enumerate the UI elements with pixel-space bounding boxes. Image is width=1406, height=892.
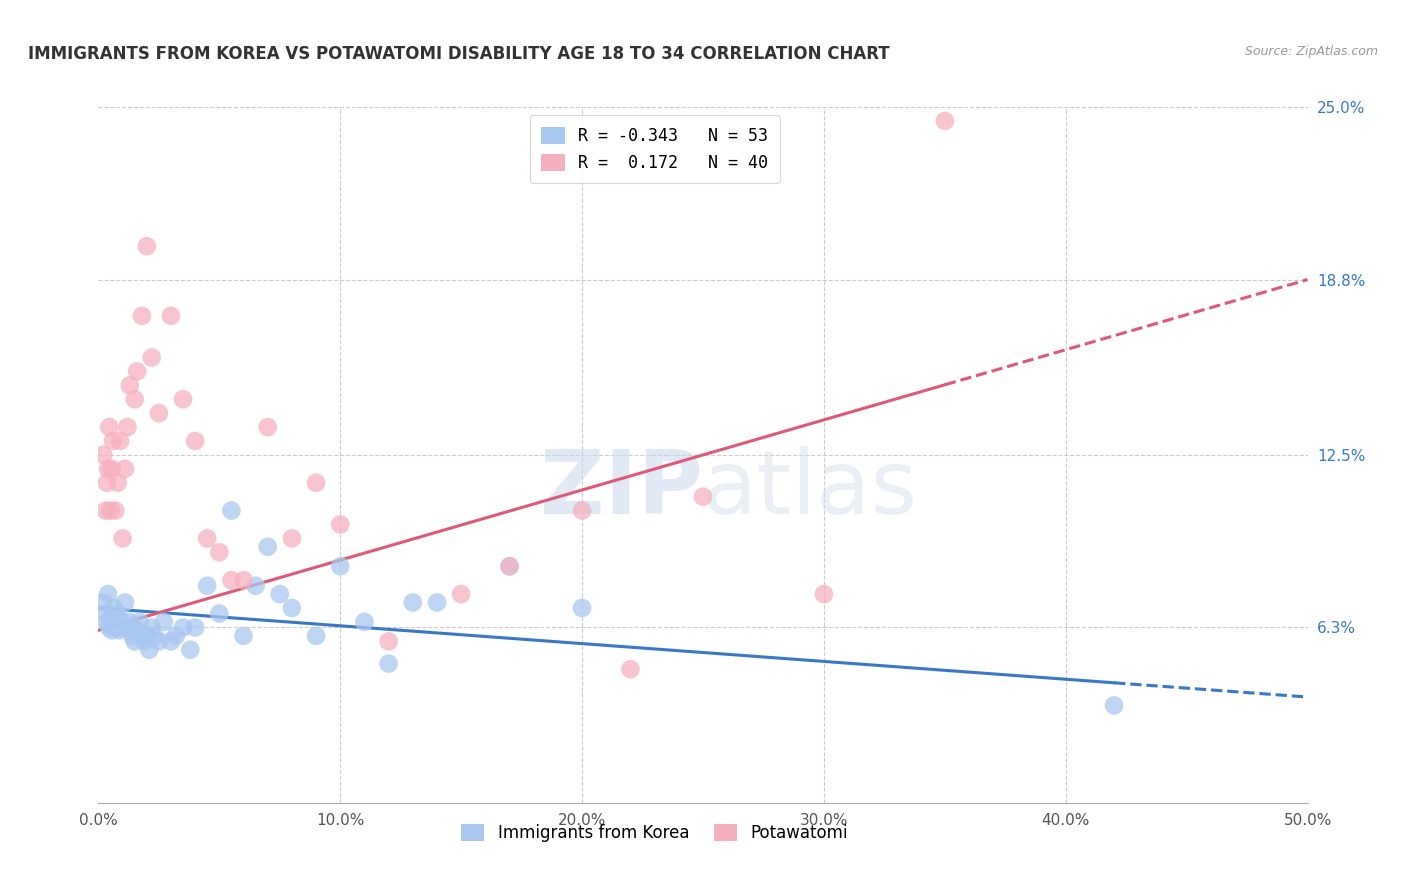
Point xyxy=(377,657,399,671)
Point xyxy=(402,595,425,609)
Point xyxy=(184,620,207,634)
Point xyxy=(108,434,131,448)
Point xyxy=(813,587,835,601)
Point xyxy=(96,475,118,490)
Point xyxy=(281,532,304,546)
Point xyxy=(152,615,174,629)
Point xyxy=(165,629,187,643)
Point xyxy=(91,595,114,609)
Point xyxy=(101,617,124,632)
Point xyxy=(498,559,520,574)
Point xyxy=(305,629,328,643)
Point xyxy=(195,532,218,546)
Point xyxy=(269,587,291,601)
Point xyxy=(232,629,254,643)
Point xyxy=(111,615,134,629)
Point xyxy=(160,634,183,648)
Point xyxy=(114,462,136,476)
Point xyxy=(131,629,153,643)
Point xyxy=(934,114,956,128)
Point xyxy=(117,620,139,634)
Point xyxy=(100,612,122,626)
Point xyxy=(91,448,114,462)
Point xyxy=(221,573,243,587)
Point xyxy=(98,620,121,634)
Point xyxy=(619,662,641,676)
Point xyxy=(571,503,593,517)
Point xyxy=(1102,698,1125,713)
Point xyxy=(245,579,267,593)
Point xyxy=(98,420,121,434)
Point xyxy=(94,503,117,517)
Point xyxy=(141,351,163,365)
Point xyxy=(128,615,150,629)
Point xyxy=(134,634,156,648)
Point xyxy=(135,239,157,253)
Point xyxy=(208,545,231,559)
Point xyxy=(148,406,170,420)
Point xyxy=(692,490,714,504)
Point xyxy=(571,601,593,615)
Point xyxy=(208,607,231,621)
Point xyxy=(127,624,149,638)
Text: Source: ZipAtlas.com: Source: ZipAtlas.com xyxy=(1244,45,1378,58)
Point xyxy=(195,579,218,593)
Text: atlas: atlas xyxy=(703,446,918,533)
Legend: Immigrants from Korea, Potawatomi: Immigrants from Korea, Potawatomi xyxy=(453,815,856,850)
Point xyxy=(172,620,194,634)
Point xyxy=(97,587,120,601)
Point xyxy=(124,634,146,648)
Point xyxy=(353,615,375,629)
Point xyxy=(329,559,352,574)
Point xyxy=(108,624,131,638)
Point xyxy=(118,615,141,629)
Point xyxy=(121,629,143,643)
Point xyxy=(143,629,166,643)
Y-axis label: Disability Age 18 to 34: Disability Age 18 to 34 xyxy=(0,360,8,549)
Point xyxy=(104,503,127,517)
Point xyxy=(232,573,254,587)
Point xyxy=(110,620,132,634)
Point xyxy=(498,559,520,574)
Point xyxy=(141,620,163,634)
Point xyxy=(100,624,122,638)
Point xyxy=(377,634,399,648)
Point xyxy=(100,503,122,517)
Point xyxy=(94,607,117,621)
Text: IMMIGRANTS FROM KOREA VS POTAWATOMI DISABILITY AGE 18 TO 34 CORRELATION CHART: IMMIGRANTS FROM KOREA VS POTAWATOMI DISA… xyxy=(28,45,890,62)
Point xyxy=(103,601,125,615)
Point xyxy=(96,615,118,629)
Point xyxy=(124,392,146,407)
Point xyxy=(179,642,201,657)
Point xyxy=(114,595,136,609)
Point xyxy=(305,475,328,490)
Point xyxy=(100,462,122,476)
Point xyxy=(256,420,278,434)
Point xyxy=(256,540,278,554)
Point xyxy=(148,634,170,648)
Text: ZIP: ZIP xyxy=(540,446,703,533)
Point xyxy=(107,607,129,621)
Point xyxy=(160,309,183,323)
Point xyxy=(108,615,131,629)
Point xyxy=(97,462,120,476)
Point xyxy=(329,517,352,532)
Point xyxy=(138,642,160,657)
Point xyxy=(117,420,139,434)
Point xyxy=(107,475,129,490)
Point xyxy=(221,503,243,517)
Point xyxy=(135,629,157,643)
Point xyxy=(127,364,149,378)
Point xyxy=(426,595,449,609)
Point xyxy=(184,434,207,448)
Point xyxy=(111,532,134,546)
Point xyxy=(131,309,153,323)
Point xyxy=(281,601,304,615)
Point xyxy=(450,587,472,601)
Point xyxy=(101,434,124,448)
Point xyxy=(104,615,127,629)
Point xyxy=(105,620,128,634)
Point xyxy=(118,378,141,392)
Point xyxy=(172,392,194,407)
